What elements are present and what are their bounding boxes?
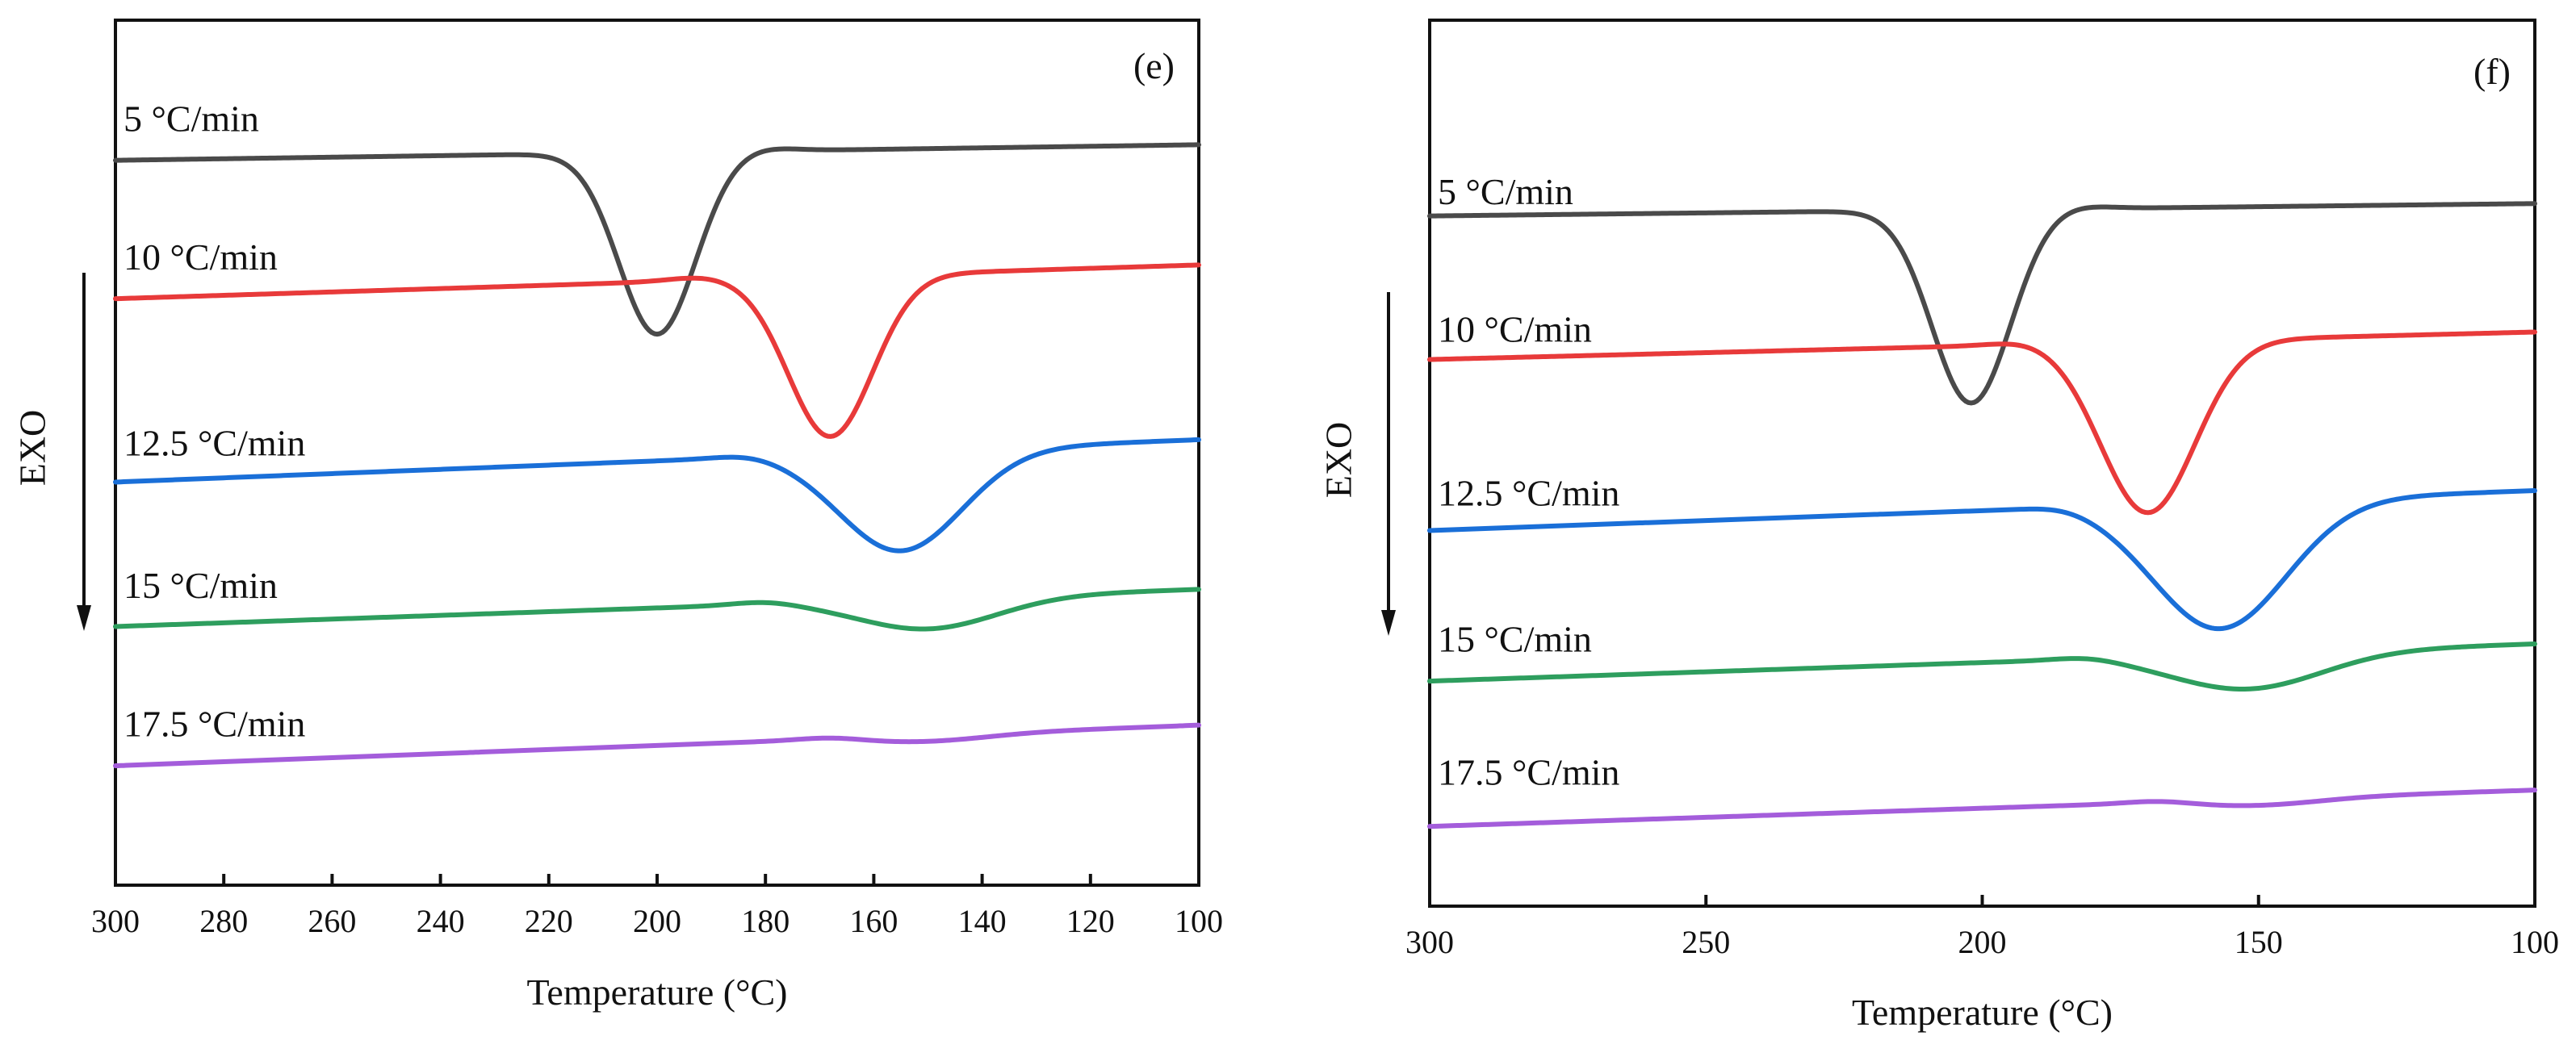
- series-line-2: [1427, 488, 2537, 632]
- series-label-3: 15 °C/min: [124, 565, 278, 606]
- series-line-0: [113, 142, 1201, 337]
- series-line-3: [113, 587, 1201, 632]
- series-label-4: 17.5 °C/min: [1438, 751, 1619, 792]
- x-tick-label: 200: [1958, 924, 2007, 960]
- x-tick-label: 100: [2511, 924, 2559, 960]
- x-tick-label: 300: [91, 903, 140, 939]
- series-line-0: [1427, 201, 2537, 406]
- series-label-4: 17.5 °C/min: [124, 704, 305, 745]
- x-tick-label: 300: [1405, 924, 1454, 960]
- y-axis-title: EXO: [1318, 422, 1359, 499]
- x-tick-label: 150: [2235, 924, 2283, 960]
- x-axis-title: Temperature (°C): [1852, 992, 2113, 1033]
- series-line-4: [113, 722, 1201, 769]
- series-line-4: [1427, 788, 2537, 829]
- y-axis-title: EXO: [12, 410, 53, 487]
- x-tick-label: 260: [308, 903, 356, 939]
- series-label-2: 12.5 °C/min: [1438, 472, 1619, 513]
- exo-arrow-head: [1381, 610, 1396, 636]
- x-tick-label: 100: [1175, 903, 1223, 939]
- panel-label: (e): [1133, 45, 1175, 86]
- x-tick-label: 160: [849, 903, 898, 939]
- x-tick-label: 250: [1682, 924, 1730, 960]
- chart-panel-1: 300 250 200 150 100 Temperature (°C) EXO (f) 5 °…: [1318, 19, 2559, 1033]
- x-tick-label: 120: [1066, 903, 1115, 939]
- x-tick-label: 280: [199, 903, 248, 939]
- series-label-1: 10 °C/min: [1438, 308, 1592, 349]
- series-label-1: 10 °C/min: [124, 236, 278, 278]
- series-label-3: 15 °C/min: [1438, 619, 1592, 660]
- x-tick-label: 200: [633, 903, 681, 939]
- series-line-2: [113, 437, 1201, 554]
- chart-panel-0: 300 280 260 240 220 200 180 160 140 120 100 Tempera…: [12, 19, 1223, 1013]
- x-tick-label: 180: [741, 903, 790, 939]
- x-tick-label: 140: [958, 903, 1007, 939]
- series-label-0: 5 °C/min: [1438, 171, 1573, 212]
- series-label-0: 5 °C/min: [124, 98, 259, 139]
- series-line-1: [1427, 329, 2537, 516]
- x-tick-label: 240: [417, 903, 465, 939]
- exo-arrow-head: [77, 605, 91, 631]
- series-line-3: [1427, 641, 2537, 692]
- panel-label: (f): [2473, 51, 2511, 92]
- series-line-1: [113, 262, 1201, 439]
- x-axis-title: Temperature (°C): [527, 972, 788, 1013]
- series-label-2: 12.5 °C/min: [124, 422, 305, 463]
- x-tick-label: 220: [525, 903, 573, 939]
